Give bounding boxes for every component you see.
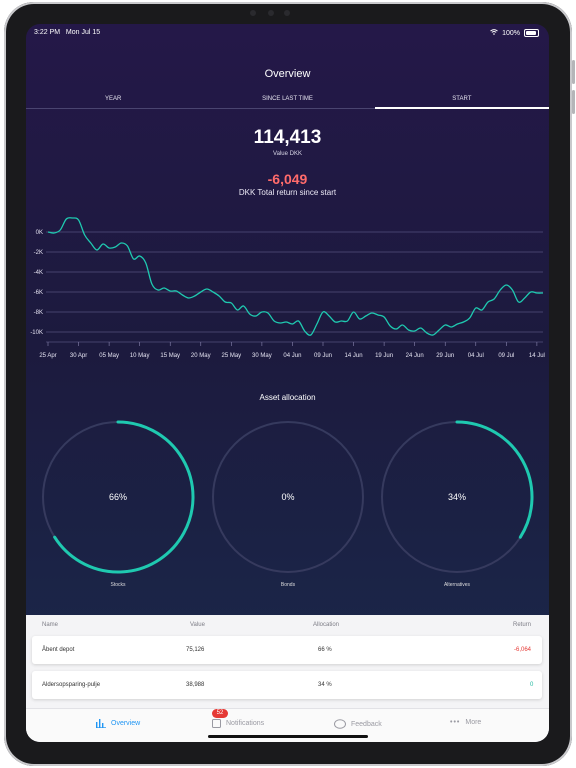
tab-overview-label: Overview [111,720,141,727]
camera-dot [250,10,256,16]
bell-icon [212,719,221,728]
app-screen: 3:22 PM Mon Jul 15 100% Overview YEAR SI… [26,24,549,742]
row-return: -6,064 [514,647,532,653]
dots-icon: ••• [450,719,461,726]
row-name: Aldersopsparing-pulje [42,682,101,688]
period-tabs: YEAR SINCE LAST TIME START [26,90,549,109]
row-name: Åbent depot [42,647,75,653]
tab-since-last-time[interactable]: SINCE LAST TIME [262,96,313,102]
status-time-date: 3:22 PM Mon Jul 15 [34,29,101,36]
donut-alternatives-percent: 34% [447,492,466,502]
y-tick-label: 0K [36,230,43,236]
y-tick-label: -8K [34,310,43,316]
row-value: 75,126 [186,647,205,653]
x-tick-label: 14 Jun [345,353,363,359]
total-return-label: DKK Total return since start [238,188,337,197]
battery-icon [524,29,539,37]
y-tick-label: -10K [30,330,43,336]
tab-notifications[interactable]: Notifications [212,719,264,728]
header-return: Return [513,622,532,628]
tab-year[interactable]: YEAR [104,96,122,102]
x-tick-label: 10 May [130,353,150,359]
x-tick-label: 30 Apr [70,353,87,359]
row-value: 38,988 [186,682,205,688]
x-tick-label: 25 Apr [39,353,56,359]
volume-down-button [572,90,575,114]
tab-overview[interactable]: Overview [96,719,140,728]
tab-more[interactable]: ••• More [450,719,481,726]
portfolio-value-label: Value DKK [273,151,302,157]
x-tick-label: 24 Jun [406,353,424,359]
donut-alternatives-name: Alternatives [443,582,471,588]
x-tick-label: 30 May [252,353,272,359]
tab-feedback-label: Feedback [351,720,382,728]
donut-stocks-arc [53,420,195,574]
row-allocation: 34 % [318,682,332,688]
row-allocation: 66 % [318,647,332,653]
allocation-donuts [42,420,534,574]
camera-lens [268,10,274,16]
donut-bonds-track [212,421,364,573]
x-tick-label: 04 Jun [283,353,301,359]
row-return: 0 [530,682,534,688]
y-tick-label: -6K [34,290,43,296]
x-tick-label: 04 Jul [468,353,484,359]
y-tick-label: -2K [34,250,43,256]
donut-bonds-percent: 0% [281,492,295,502]
status-bar: 3:22 PM Mon Jul 15 100% [26,24,549,42]
x-tick-label: 19 Jun [375,353,393,359]
sensor-dot [284,10,290,16]
tab-start[interactable]: START [374,90,549,109]
x-tick-label: 15 May [160,353,180,359]
x-tick-label: 09 Jun [314,353,332,359]
donut-stocks-name: Stocks [110,582,126,588]
notifications-badge: 52 [212,709,228,718]
allocation-title: Asset allocation [259,393,316,402]
battery-percent: 100% [502,29,520,37]
x-tick-label: 09 Jul [498,353,514,359]
header-value: Value [190,622,205,628]
status-right: 100% [490,29,539,37]
tab-notifications-label: Notifications [226,720,265,727]
table-row[interactable]: Åbent depot 75,126 66 % -6,064 [32,636,542,664]
donut-bonds-name: Bonds [280,582,296,588]
tab-more-label: More [465,719,482,726]
home-indicator [208,735,368,738]
x-tick-label: 05 May [99,353,119,359]
bar-chart-icon [96,719,106,728]
x-tick-label: 25 May [221,353,241,359]
volume-up-button [572,60,575,84]
x-tick-label: 20 May [191,353,211,359]
portfolio-value: 114,413 [253,127,322,148]
wifi-icon [490,29,498,37]
donut-alternatives-arc [455,420,534,539]
return-series-line [47,217,544,336]
y-tick-label: -4K [34,270,43,276]
tab-feedback[interactable]: Feedback [334,719,382,729]
x-tick-label: 29 Jun [436,353,454,359]
x-tick-label: 14 Jul [529,353,545,359]
return-line-chart: 0K -2K -4K -6K -8K -10K 25 Apr 30 Apr 05 May 10 M… [30,217,545,359]
header-name: Name [42,622,59,628]
table-row[interactable]: Aldersopsparing-pulje 38,988 34 % 0 [32,671,542,699]
total-return-value: -6,049 [267,171,308,187]
header-allocation: Allocation [313,622,340,628]
donut-stocks-percent: 66% [108,492,127,502]
chat-bubble-icon [334,719,346,729]
page-title: Overview [264,68,311,80]
